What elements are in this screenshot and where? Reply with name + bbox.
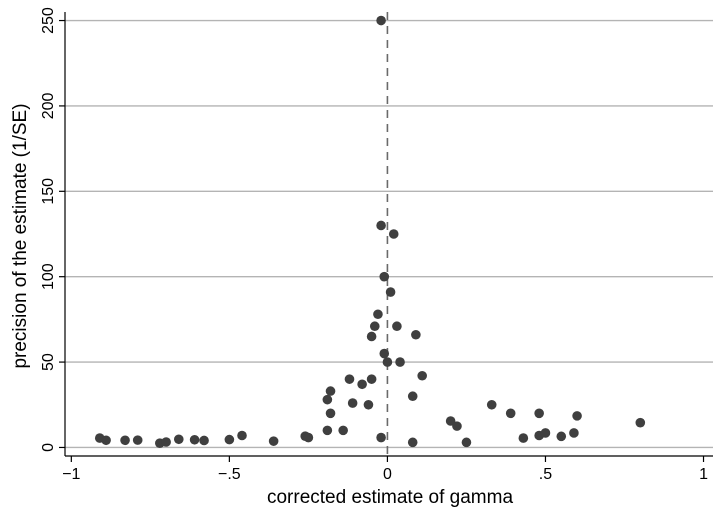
data-point xyxy=(161,437,171,447)
x-tick-label: −.5 xyxy=(218,466,241,483)
data-point xyxy=(132,435,143,445)
data-point xyxy=(486,399,497,410)
data-point xyxy=(395,357,405,367)
data-points xyxy=(94,15,646,448)
data-point xyxy=(407,437,418,448)
data-point xyxy=(347,398,358,408)
data-point xyxy=(461,437,472,448)
data-point xyxy=(344,374,355,384)
data-point xyxy=(189,434,200,445)
data-point xyxy=(363,399,374,410)
data-point xyxy=(540,428,551,438)
data-point xyxy=(325,408,336,419)
data-point xyxy=(505,408,516,419)
data-point xyxy=(376,15,386,26)
data-point xyxy=(373,309,383,320)
data-point xyxy=(379,271,390,282)
data-point xyxy=(534,408,544,419)
data-point xyxy=(224,434,235,445)
data-point xyxy=(237,430,247,441)
axes xyxy=(59,12,713,462)
data-point xyxy=(379,348,390,359)
x-tick-label: 0 xyxy=(383,466,392,483)
data-point xyxy=(635,417,646,428)
x-tick-label: .5 xyxy=(539,466,552,483)
data-point xyxy=(518,433,529,443)
data-point xyxy=(366,374,377,384)
data-point xyxy=(338,425,348,436)
data-point xyxy=(322,425,333,436)
data-point xyxy=(376,220,386,231)
data-point xyxy=(325,386,336,396)
x-tick-label: 1 xyxy=(699,466,708,483)
data-point xyxy=(556,431,567,442)
data-point xyxy=(268,436,279,446)
data-point xyxy=(101,435,111,446)
data-point xyxy=(572,411,582,421)
y-axis-title: precision of the estimate (1/SE) xyxy=(10,103,31,368)
x-axis-title: corrected estimate of gamma xyxy=(267,487,513,508)
data-point xyxy=(382,357,393,367)
data-point xyxy=(407,391,418,402)
data-point xyxy=(369,321,380,332)
data-point xyxy=(569,428,579,438)
data-point xyxy=(357,379,367,390)
tick-labels: 0 50 100 150 200 250 −1 −.5 0 .5 1 xyxy=(40,7,708,483)
data-point xyxy=(417,370,427,381)
data-point xyxy=(322,394,333,405)
data-point xyxy=(303,432,314,443)
data-point xyxy=(385,287,396,297)
data-point xyxy=(173,434,184,445)
y-tick-label: 150 xyxy=(40,178,57,205)
data-point xyxy=(120,435,130,446)
data-point xyxy=(199,435,209,446)
data-point xyxy=(452,421,462,431)
data-point xyxy=(376,432,386,443)
data-point xyxy=(411,329,421,340)
y-tick-label: 100 xyxy=(40,263,57,290)
y-tick-label: 0 xyxy=(40,443,57,452)
y-tick-label: 50 xyxy=(40,353,57,371)
x-tick-label: −1 xyxy=(62,466,80,483)
data-point xyxy=(366,331,377,342)
y-tick-label: 200 xyxy=(40,92,57,119)
y-tick-label: 250 xyxy=(40,7,57,34)
data-point xyxy=(388,229,399,239)
data-point xyxy=(392,321,402,332)
